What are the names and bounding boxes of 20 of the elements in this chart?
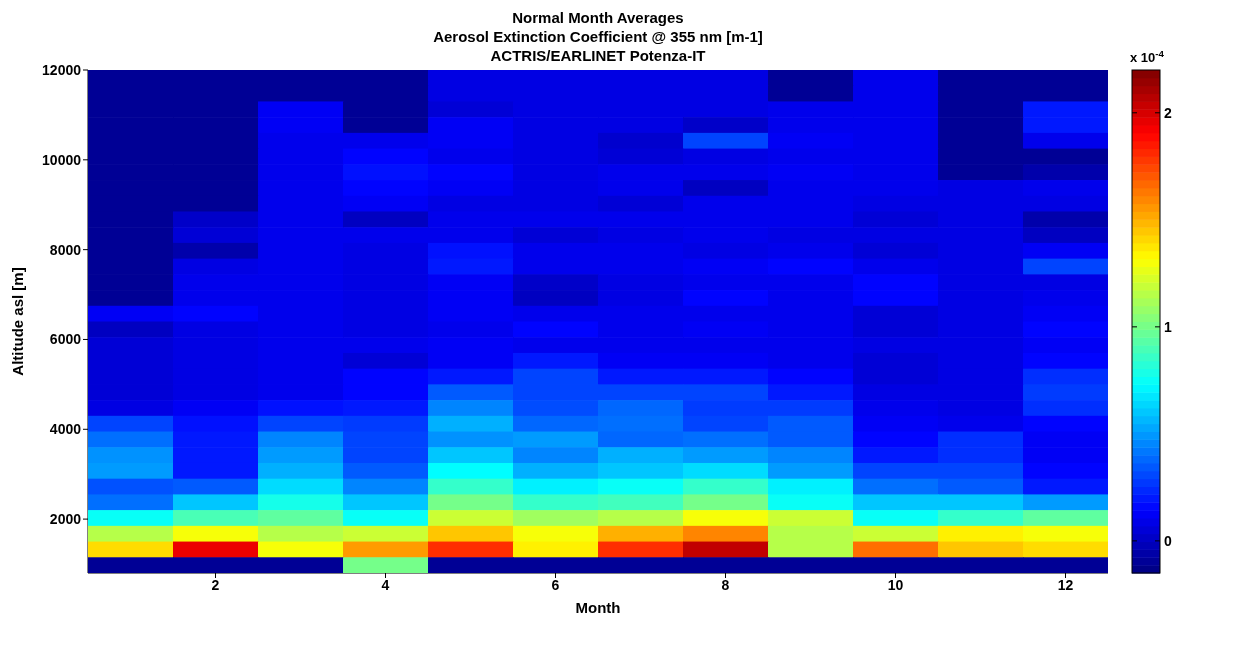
- color-bar-label: 0: [1164, 532, 1172, 549]
- x-tick-label: 12: [1057, 576, 1074, 593]
- x-tick-label: 2: [211, 576, 220, 593]
- y-tick-label: 4000: [49, 421, 82, 438]
- y-tick-label: 12000: [42, 61, 82, 78]
- x-tick-label: 8: [721, 576, 730, 593]
- x-tick-label: 4: [381, 576, 390, 593]
- y-tick-label: 10000: [42, 151, 82, 168]
- y-tick-label: 8000: [49, 241, 82, 258]
- y-tick-label: 6000: [49, 331, 82, 348]
- color-bar-title: x 10$^{-4}$: [1130, 47, 1165, 65]
- chart-subtitle: Aerosol Extinction Coefficient @ 355 nm [m-1] ACTRIS/EARLINET Potenza-IT: [432, 27, 764, 65]
- color-bar-label: 1: [1164, 318, 1172, 335]
- y-axis-title: Altitude asl [m]: [9, 267, 27, 376]
- chart-title: Normal Month Averages: [511, 8, 685, 27]
- y-tick-label: 2000: [49, 511, 82, 528]
- x-tick-label: 6: [551, 576, 560, 593]
- x-tick-label: 10: [887, 576, 904, 593]
- color-bar-label: 2: [1164, 104, 1172, 121]
- x-axis-title: Month: [575, 599, 621, 616]
